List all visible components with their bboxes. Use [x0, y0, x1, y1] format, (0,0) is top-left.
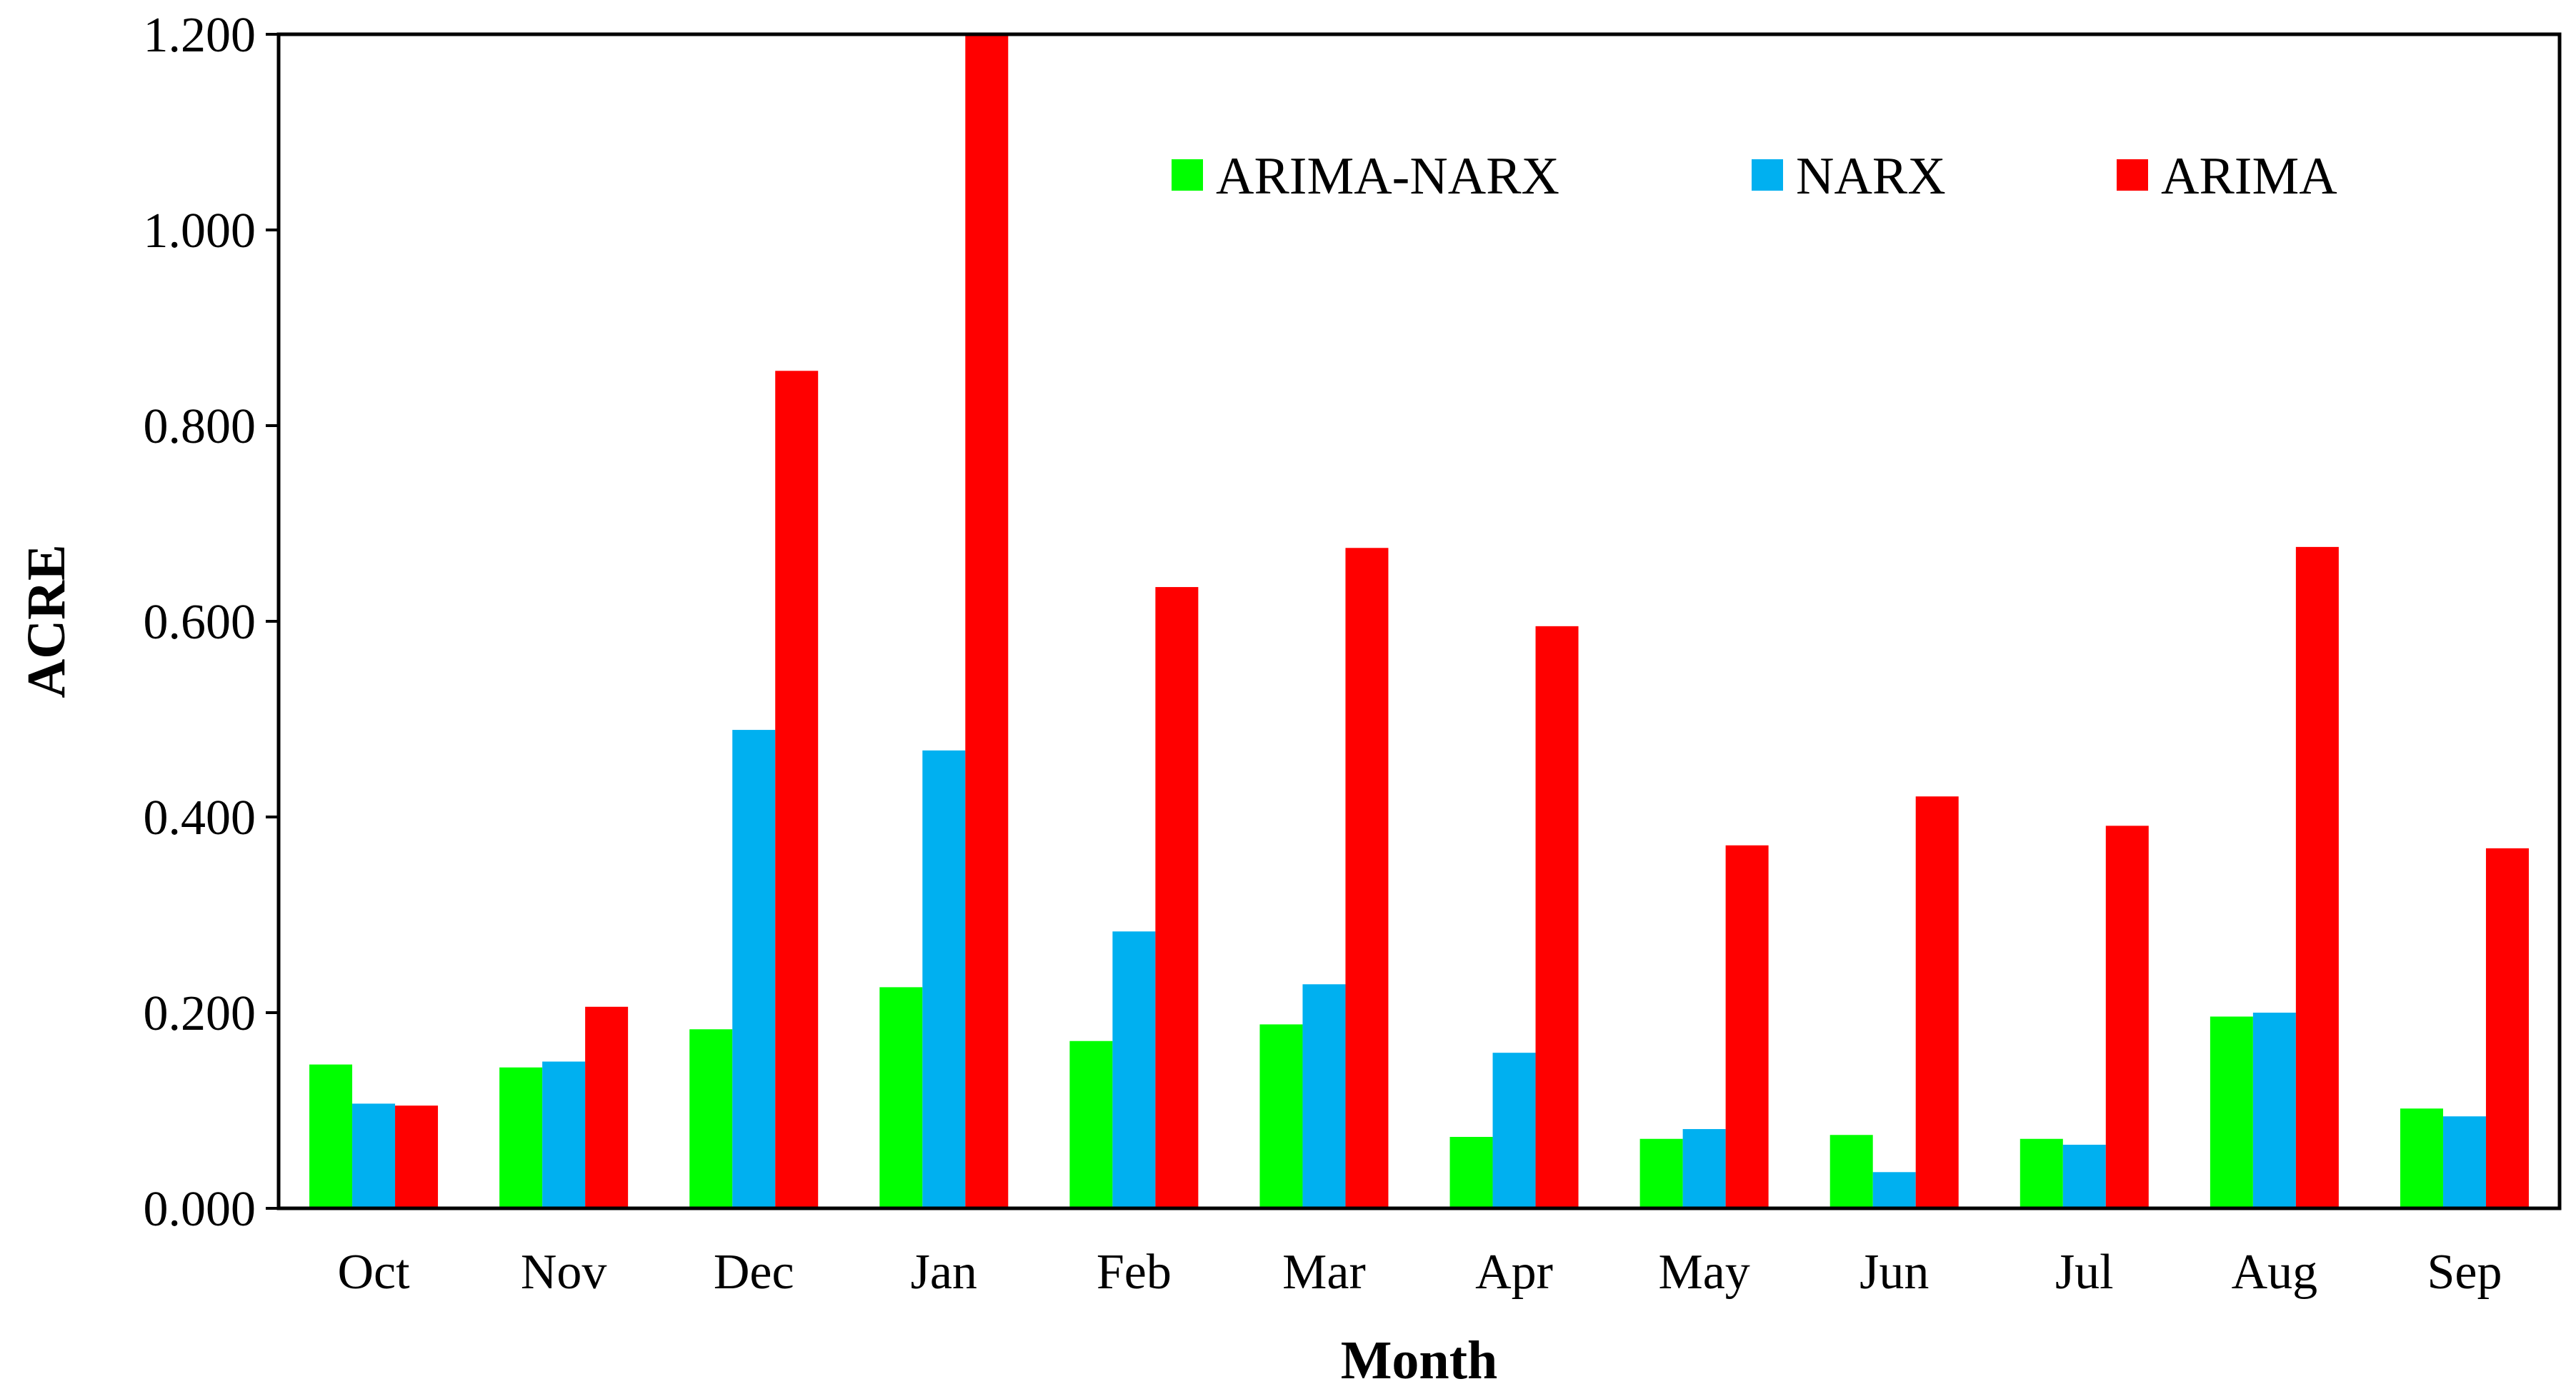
legend-swatch-arima	[2117, 159, 2148, 191]
y-tick-label: 0.200	[144, 986, 256, 1041]
bar-narx-jun	[1872, 1172, 1916, 1208]
bar-arima-jan	[965, 34, 1009, 1208]
bar-arima-jul	[2105, 826, 2149, 1208]
bar-arima-nov	[585, 1006, 629, 1208]
bar-arima-narx-jan	[879, 987, 923, 1208]
y-tick-label: 1.000	[144, 204, 256, 259]
bar-arima-mar	[1345, 548, 1389, 1208]
x-tick-label: Dec	[714, 1245, 794, 1300]
y-tick-label: 0.400	[144, 791, 256, 846]
x-tick-label: Nov	[521, 1245, 607, 1300]
bar-arima-aug	[2295, 546, 2339, 1208]
bar-narx-nov	[542, 1061, 586, 1208]
plot-area-frame	[276, 32, 2562, 1210]
x-tick-label: Mar	[1282, 1245, 1366, 1300]
x-tick-label: Sep	[2427, 1245, 2502, 1300]
x-tick-label: Oct	[338, 1245, 411, 1300]
bar-arima-feb	[1155, 587, 1199, 1208]
bar-arima-narx-sep	[2400, 1108, 2443, 1208]
labels-layer: 0.000 0.200 0.400 0.600 0.800 1.000 1.200 Oct No…	[144, 8, 2502, 1300]
bar-arima-narx-dec	[689, 1029, 733, 1208]
bar-narx-sep	[2442, 1116, 2486, 1208]
bar-arima-apr	[1535, 626, 1579, 1208]
legend-label-arima-narx: ARIMA-NARX	[1216, 147, 1559, 206]
legend-label-narx: NARX	[1796, 147, 1946, 206]
bar-arima-narx-aug	[2210, 1016, 2253, 1208]
bar-arima-narx-nov	[499, 1067, 543, 1208]
bar-arima-may	[1725, 845, 1769, 1208]
bar-arima-narx-mar	[1259, 1024, 1303, 1208]
legend-swatch-arima-narx	[1172, 159, 1203, 191]
x-tick-label: Aug	[2232, 1245, 2318, 1300]
y-tick-label: 1.200	[144, 8, 256, 63]
bar-arima-narx-jun	[1829, 1135, 1873, 1208]
bar-arima-narx-apr	[1449, 1136, 1493, 1208]
bar-arima-narx-feb	[1069, 1041, 1113, 1208]
bar-narx-oct	[352, 1103, 396, 1208]
y-tick-label: 0.000	[144, 1182, 256, 1237]
bar-arima-narx-oct	[309, 1064, 353, 1208]
bar-arima-jun	[1915, 796, 1959, 1208]
bar-narx-apr	[1492, 1053, 1536, 1208]
y-tick-label: 0.600	[144, 595, 256, 650]
bar-arima-narx-jul	[2020, 1138, 2063, 1208]
x-axis-title: Month	[1341, 1330, 1498, 1390]
bar-narx-mar	[1302, 984, 1346, 1208]
bar-arima-dec	[775, 371, 819, 1208]
legend-label-arima: ARIMA	[2161, 147, 2337, 206]
bar-arima-narx-may	[1639, 1138, 1683, 1208]
bar-narx-dec	[732, 730, 776, 1208]
bar-narx-jan	[922, 750, 966, 1208]
y-tick-label: 0.800	[144, 399, 256, 454]
legend-swatch-narx	[1752, 159, 1783, 191]
bar-narx-aug	[2252, 1013, 2296, 1208]
x-tick-label: Jul	[2055, 1245, 2114, 1300]
y-axis-title: ACRE	[16, 544, 76, 698]
bars-layer	[309, 34, 2529, 1208]
bar-arima-sep	[2485, 848, 2529, 1208]
bar-arima-oct	[395, 1105, 439, 1208]
x-tick-label: Feb	[1097, 1245, 1172, 1300]
legend: ARIMA-NARX NARX ARIMA	[1172, 147, 2337, 206]
bar-narx-feb	[1112, 931, 1156, 1208]
bar-narx-jul	[2062, 1144, 2106, 1208]
axis-ticks-layer	[266, 33, 279, 1210]
x-tick-label: Apr	[1475, 1245, 1553, 1300]
x-tick-label: May	[1658, 1245, 1749, 1300]
x-tick-label: Jan	[911, 1245, 977, 1300]
x-tick-label: Jun	[1859, 1245, 1929, 1300]
bar-narx-may	[1682, 1129, 1726, 1208]
